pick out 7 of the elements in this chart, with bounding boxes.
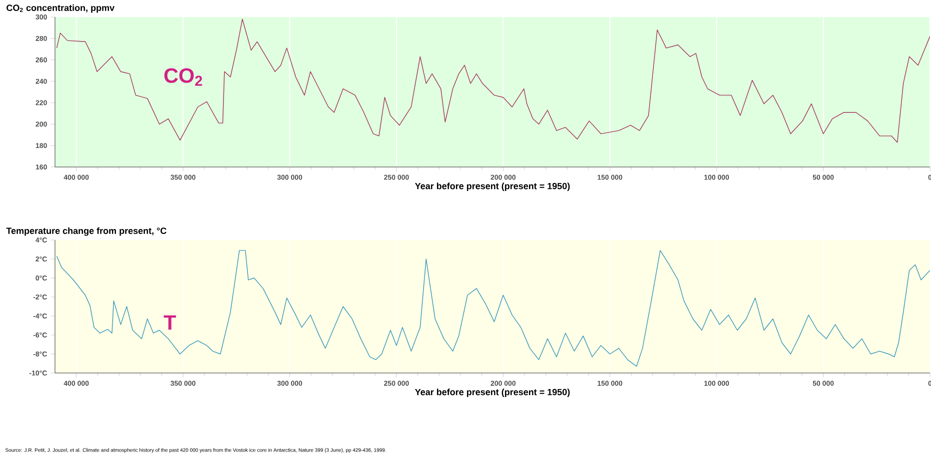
chart-title: CO$_{2}$ concentration, ppmv xyxy=(6,4,115,13)
series-label: T xyxy=(164,315,176,330)
line-series xyxy=(56,250,930,367)
x-axis-title: Year before present (present = 1950) xyxy=(414,388,570,398)
x-axis-title: Year before present (present = 1950) xyxy=(414,182,570,192)
series-label: CO$_{2}$ xyxy=(164,68,202,86)
chart-title: Temperature change from present, °C xyxy=(6,227,166,236)
